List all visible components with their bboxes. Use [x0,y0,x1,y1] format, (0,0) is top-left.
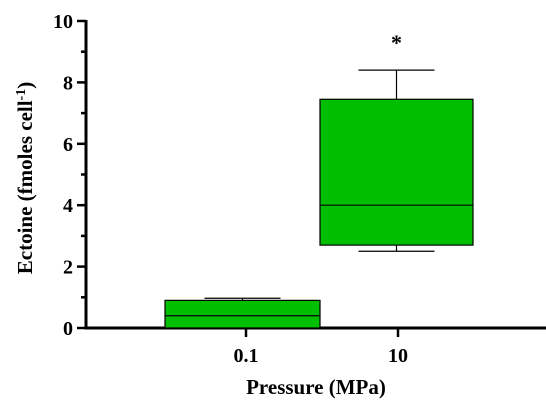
y-axis-title-superscript: -1 [14,89,29,101]
x-axis-title: Pressure (MPa) [246,375,386,399]
box [319,98,474,246]
y-tick-label: 8 [63,72,73,94]
x-tick-label: 0.1 [234,345,259,367]
y-tick-label: 6 [63,134,73,156]
plot-area: 0 2 4 6 8 10 0.1 10 * [53,11,546,367]
y-tick-label: 0 [63,318,73,340]
significance-marker: * [391,30,402,55]
y-tick-label: 4 [63,195,73,217]
box [164,299,321,329]
y-axis-title-main: Ectoine (fmoles cell [13,100,37,274]
y-axis-title: Ectoine (fmoles cell-1) [13,82,37,274]
y-tick-label: 10 [53,11,73,33]
y-axis-title-close: ) [13,82,37,89]
y-tick-label: 2 [63,257,73,279]
x-tick-label: 10 [388,345,408,367]
